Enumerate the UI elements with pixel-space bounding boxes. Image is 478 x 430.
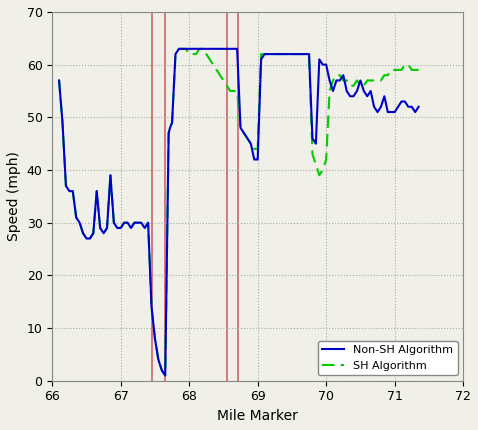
Non-SH Algorithm [381,94,387,99]
Non-SH Algorithm [176,46,182,52]
SH Algorithm [56,78,62,83]
Legend: Non-SH Algorithm, SH Algorithm: Non-SH Algorithm, SH Algorithm [317,341,457,375]
Y-axis label: Speed (mph): Speed (mph) [7,151,21,241]
Non-SH Algorithm [56,78,62,83]
SH Algorithm [167,125,173,130]
Non-SH Algorithm [163,373,168,378]
Non-SH Algorithm [167,125,173,130]
Non-SH Algorithm [416,104,422,109]
SH Algorithm [316,173,322,178]
Line: Non-SH Algorithm: Non-SH Algorithm [59,49,419,375]
Non-SH Algorithm [399,99,404,104]
SH Algorithm [416,68,422,73]
X-axis label: Mile Marker: Mile Marker [217,409,298,423]
Line: SH Algorithm: SH Algorithm [59,49,419,375]
Non-SH Algorithm [351,94,357,99]
SH Algorithm [381,73,387,78]
SH Algorithm [176,46,182,52]
Non-SH Algorithm [334,78,339,83]
SH Algorithm [351,83,357,88]
SH Algorithm [334,73,339,78]
SH Algorithm [399,68,404,73]
SH Algorithm [163,373,168,378]
Non-SH Algorithm [316,57,322,62]
